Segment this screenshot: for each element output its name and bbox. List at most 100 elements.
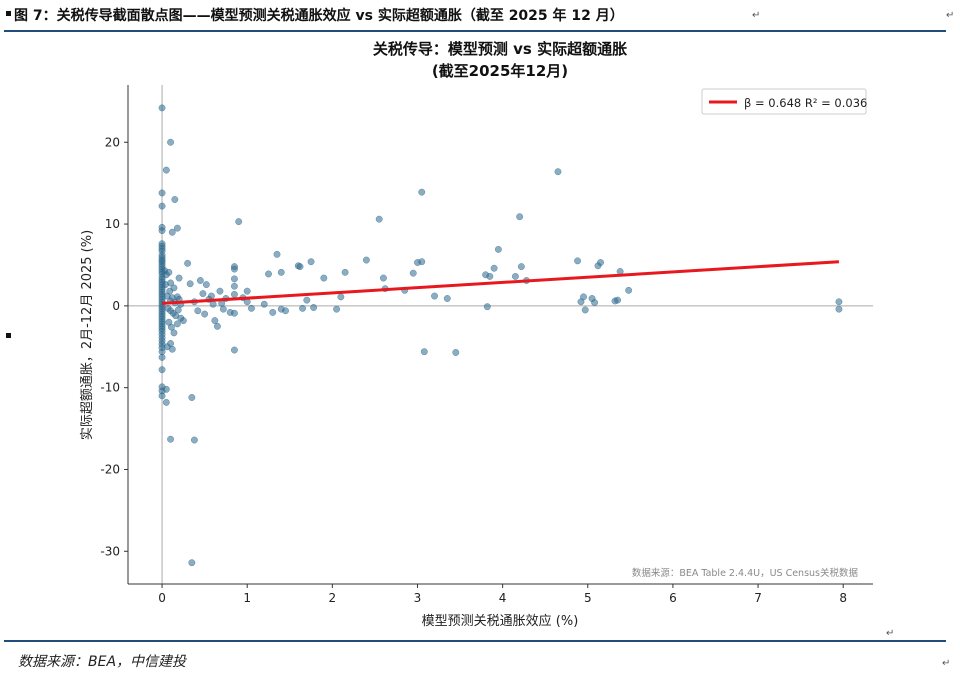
- scatter-point: [194, 307, 202, 315]
- y-tick-label: -30: [100, 544, 120, 558]
- footer-source: 数据来源：BEA，中信建投: [18, 654, 187, 670]
- scatter-point: [230, 309, 238, 317]
- scatter-point: [486, 272, 494, 280]
- scatter-point: [452, 349, 460, 356]
- scatter-point: [188, 394, 196, 401]
- x-tick-label: 2: [329, 591, 337, 605]
- x-tick-label: 3: [414, 591, 422, 605]
- scatter-point: [173, 224, 181, 232]
- scatter-point: [158, 227, 166, 235]
- x-tick-label: 7: [754, 591, 762, 605]
- y-tick-label: -10: [100, 381, 120, 395]
- scatter-point: [577, 298, 585, 306]
- scatter-point: [591, 299, 599, 307]
- scatter-point: [211, 317, 219, 325]
- legend-label: β = 0.648 R² = 0.036: [744, 96, 867, 110]
- y-axis-label: 实际超额通胀，2月-12月 2025 (%): [80, 230, 95, 440]
- scatter-point: [418, 188, 426, 196]
- scatter-point: [230, 282, 238, 290]
- scatter-point: [175, 274, 183, 282]
- figure-header: 图 7：关税传导截面散点图——模型预测关税通胀效应 vs 实际超额通胀（截至 2…: [4, 2, 956, 30]
- scatter-point: [362, 256, 370, 264]
- y-tick-label: 20: [105, 135, 120, 149]
- scatter-point: [269, 308, 277, 316]
- plot-area: 0 1 2 3 4 5 6 7 8 -30 -20 -10 0 10 20: [100, 85, 873, 605]
- scatter-point: [581, 306, 589, 314]
- scatter-point: [337, 293, 345, 301]
- scatter-point: [310, 304, 318, 311]
- scatter-point: [219, 305, 227, 313]
- side-bullet: [6, 333, 11, 338]
- scatter-point: [409, 269, 417, 277]
- scatter-point: [158, 189, 166, 197]
- scatter-point: [162, 385, 170, 393]
- scatter-point: [158, 353, 166, 361]
- x-tick-label: 1: [243, 591, 251, 605]
- regression-line: [161, 260, 840, 305]
- chart-title-line2: (截至2025年12月): [432, 62, 568, 80]
- scatter-point: [170, 329, 178, 337]
- scatter-point: [260, 300, 268, 308]
- y-tick-label: 0: [112, 299, 120, 313]
- return-mark: ↵: [752, 10, 761, 21]
- x-tick-label: 5: [584, 591, 592, 605]
- scatter-point: [190, 436, 198, 444]
- scatter-point: [431, 292, 438, 300]
- y-tick-label: 10: [105, 217, 120, 231]
- scatter-point: [174, 306, 182, 314]
- scatter-point: [162, 281, 169, 289]
- x-tick-label: 4: [499, 591, 507, 605]
- scatter-point: [273, 250, 281, 258]
- scatter-point: [243, 287, 251, 295]
- scatter-point: [158, 348, 166, 356]
- scatter-point: [158, 202, 166, 210]
- scatter-point: [282, 307, 289, 315]
- scatter-point: [173, 320, 181, 328]
- scatter-point: [303, 296, 311, 304]
- scatter-point: [162, 398, 170, 406]
- x-tick-label: 6: [669, 591, 677, 605]
- scatter-point: [162, 166, 170, 174]
- scatter-point: [375, 215, 383, 223]
- scatter-point: [201, 310, 209, 318]
- scatter-point: [158, 366, 166, 374]
- scatter-point: [158, 104, 166, 112]
- source-note: 数据来源：BEA Table 2.4.4U，US Census关税数据: [632, 567, 859, 579]
- scatter-point: [196, 277, 204, 284]
- scatter-point: [179, 317, 187, 325]
- scatter-point: [483, 303, 491, 311]
- scatter-point: [265, 270, 272, 278]
- scatter-point: [171, 196, 179, 203]
- scatter-point: [186, 280, 194, 288]
- scatter-point: [168, 345, 176, 353]
- x-axis-label: 模型预测关税通胀效应 (%): [422, 613, 579, 629]
- scatter-point: [230, 275, 238, 283]
- scatter-point: [299, 304, 306, 312]
- scatter-point: [184, 259, 192, 267]
- scatter-point: [418, 258, 426, 266]
- return-mark-chart: ↵: [886, 628, 895, 639]
- legend-box: [701, 88, 867, 115]
- return-mark-footer: ↵: [942, 658, 951, 669]
- x-tick-label: 8: [839, 591, 847, 605]
- scatter-point: [216, 287, 224, 295]
- scatter-point: [490, 264, 498, 272]
- scatter-point: [167, 435, 175, 443]
- scatter-point: [320, 274, 328, 282]
- scatter-point: [341, 268, 349, 276]
- scatter-point: [494, 245, 502, 253]
- scatter-point: [202, 281, 210, 289]
- scatter-point: [296, 263, 304, 271]
- scatter-point: [199, 290, 207, 298]
- scatter-point: [209, 300, 217, 308]
- scatter-point: [835, 298, 843, 306]
- scatter-point: [835, 305, 843, 313]
- scatter-point: [165, 268, 173, 276]
- y-tick-label: -20: [100, 462, 120, 476]
- scatter-point: [188, 559, 196, 567]
- scatter-point: [277, 268, 285, 276]
- scatter-point: [554, 168, 562, 176]
- scatter-point: [167, 138, 175, 146]
- scatter-point: [207, 292, 215, 300]
- legend: β = 0.648 R² = 0.036: [701, 88, 867, 115]
